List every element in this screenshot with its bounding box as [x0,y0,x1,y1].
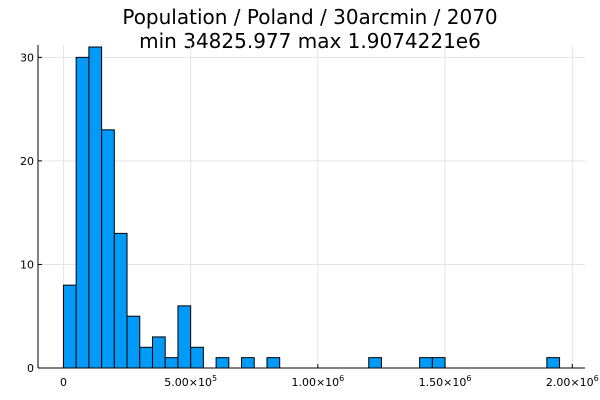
y-tick-label-1: 10 [20,258,34,271]
tick-labels: 0 5.00×105 1.00×106 1.50×106 2.00×106 0 10 20 30 [20,51,599,389]
histogram-bar-2 [88,46,103,369]
histogram-bars [62,46,561,369]
x-tick-label-1: 5.00×105 [164,374,217,389]
y-tick-label-0: 0 [27,362,34,375]
histogram-bar-7 [151,336,166,369]
histogram-bar-12 [215,357,230,369]
x-tick-label-0: 0 [60,376,67,389]
chart-title-line-2: min 34825.977 max 1.9074221e6 [139,29,481,53]
histogram-bar-1 [75,56,90,369]
chart-title-line-1: Population / Poland / 30arcmin / 2070 [122,5,497,29]
histogram-bar-14 [241,357,255,369]
histogram-bar-0 [62,284,77,369]
histogram-bar-10 [190,346,204,369]
x-tick-label-3: 1.50×106 [419,374,472,389]
x-tick-label-4: 2.00×106 [546,374,599,389]
histogram-bar-4 [113,232,128,369]
histogram-bar-19 [431,357,446,369]
x-tick-label-2: 1.00×106 [291,374,344,389]
histogram-bar-3 [101,129,115,369]
histogram-bar-6 [139,346,153,369]
histogram-bar-20 [546,357,561,369]
histogram-bar-5 [126,315,141,369]
histogram-bar-16 [266,357,281,369]
y-tick-label-2: 20 [20,155,34,168]
axes [37,45,585,369]
histogram-bar-9 [177,305,192,369]
histogram-bar-18 [419,357,433,369]
histogram-bar-17 [368,357,382,369]
histogram-bar-8 [164,357,179,369]
y-tick-label-3: 30 [20,51,34,64]
